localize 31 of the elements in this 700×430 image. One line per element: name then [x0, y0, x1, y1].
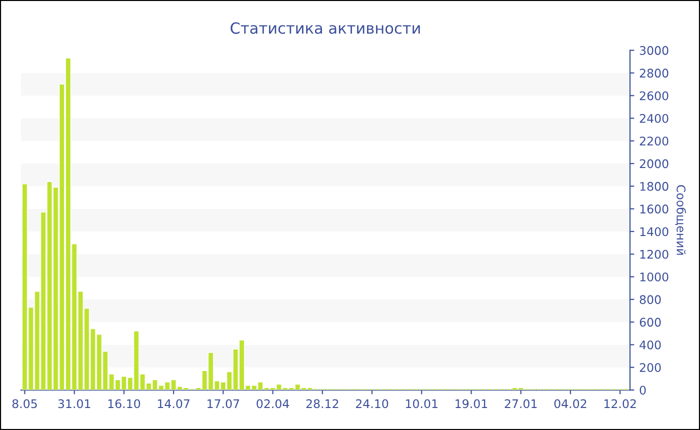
y-tick-label: 1400	[640, 227, 668, 236]
y-tick-label: 1800	[640, 182, 668, 191]
x-tick-label: 27.01	[504, 399, 537, 408]
x-tick-label: 10.01	[406, 399, 438, 408]
x-tick-label: 24.10	[356, 399, 388, 408]
y-tick-label: 2200	[640, 136, 668, 146]
y-tick-label: 0	[640, 386, 646, 395]
x-tick-label: 12.02	[604, 399, 636, 408]
y-tick-label: 1000	[640, 272, 668, 282]
y-tick-label: 2000	[640, 159, 668, 168]
x-tick-label: 14.07	[158, 399, 190, 408]
x-tick-label: 04.02	[554, 399, 586, 408]
x-tick-label: 8.05	[12, 399, 37, 408]
chart-title: Статистика активности	[230, 22, 420, 34]
x-tick-label: 17.07	[208, 399, 240, 408]
y-tick-label: 600	[640, 318, 661, 327]
x-tick-label: 16.10	[108, 399, 140, 408]
y-tick-label: 1600	[640, 204, 668, 214]
y-tick-label: 800	[640, 295, 661, 304]
x-tick-label: 19.01	[456, 399, 488, 408]
x-tick-label: 02.04	[256, 399, 290, 408]
y-tick-label: 3000	[640, 46, 668, 55]
y-tick-label: 200	[640, 363, 661, 372]
y-tick-label: 2800	[640, 68, 668, 78]
y-tick-label: 2600	[640, 91, 668, 100]
x-tick-label: 31.01	[58, 399, 90, 408]
y-tick-label: 2400	[640, 114, 668, 123]
y-tick-label: 400	[640, 340, 661, 350]
y-axis-title: Сообщений	[675, 185, 686, 255]
y-tick-label: 1200	[640, 250, 668, 259]
x-tick-label: 28.12	[306, 399, 338, 408]
